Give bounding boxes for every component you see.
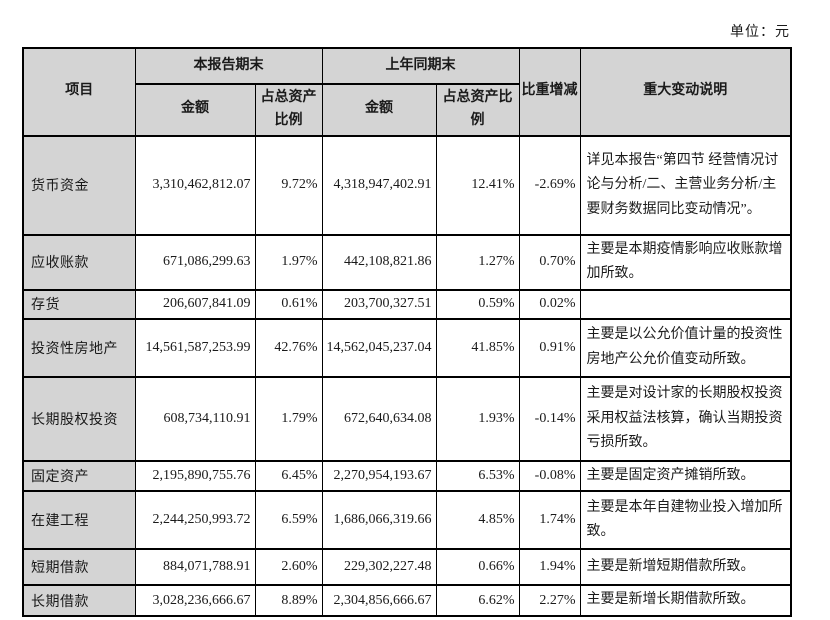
item-name-cell: 投资性房地产 [22,317,136,378]
item-name-cell: 长期股权投资 [22,375,136,462]
change-cell: 0.91% [518,317,581,378]
prior-ratio-cell: 0.66% [435,548,520,587]
item-name-cell: 短期借款 [22,548,136,587]
item-name-cell: 在建工程 [22,490,136,551]
col-header-prior-amount: 金额 [321,83,437,137]
item-name-cell: 长期借款 [22,584,136,617]
current-ratio-cell: 1.79% [254,375,323,462]
col-header-prior-ratio: 占总资产比例 [435,83,520,137]
change-cell: -2.69% [518,134,581,236]
change-cell: 0.02% [518,288,581,320]
table-row: 长期股权投资 608,734,110.91 1.79% 672,640,634.… [22,375,792,462]
current-amount-cell: 671,086,299.63 [134,233,256,291]
table-row: 长期借款 3,028,236,666.67 8.89% 2,304,856,66… [22,584,792,617]
current-amount-cell: 206,607,841.09 [134,288,256,320]
change-cell: 1.74% [518,490,581,551]
note-cell: 主要是本年自建物业投入增加所致。 [579,490,792,551]
current-ratio-cell: 0.61% [254,288,323,320]
current-ratio-cell: 1.97% [254,233,323,291]
current-amount-cell: 2,195,890,755.76 [134,459,256,493]
table-row: 应收账款 671,086,299.63 1.97% 442,108,821.86… [22,233,792,291]
table-row: 货币资金 3,310,462,812.07 9.72% 4,318,947,40… [22,134,792,236]
item-name-cell: 应收账款 [22,233,136,291]
change-cell: 0.70% [518,233,581,291]
financial-data-table: 项目 本报告期末 上年同期末 比重增减 重大变动说明 金额 占总资产比例 金额 … [22,47,792,617]
current-amount-cell: 3,028,236,666.67 [134,584,256,617]
prior-amount-cell: 2,304,856,666.67 [321,584,437,617]
note-cell [579,288,792,320]
note-cell: 主要是对设计家的长期股权投资采用权益法核算，确认当期投资亏损所致。 [579,375,792,462]
col-header-current-amount: 金额 [134,83,256,137]
note-cell: 主要是新增短期借款所致。 [579,548,792,587]
col-header-change: 比重增减 [518,47,581,137]
current-ratio-cell: 9.72% [254,134,323,236]
note-cell: 详见本报告“第四节 经营情况讨论与分析/二、主营业务分析/主要财务数据同比变动情… [579,134,792,236]
change-cell: -0.14% [518,375,581,462]
prior-amount-cell: 442,108,821.86 [321,233,437,291]
item-name-cell: 固定资产 [22,459,136,493]
prior-amount-cell: 203,700,327.51 [321,288,437,320]
col-header-current-period: 本报告期末 [134,47,323,85]
prior-amount-cell: 1,686,066,319.66 [321,490,437,551]
prior-ratio-cell: 6.62% [435,584,520,617]
col-header-item: 项目 [22,47,136,137]
prior-ratio-cell: 1.93% [435,375,520,462]
current-amount-cell: 884,071,788.91 [134,548,256,587]
item-name-cell: 货币资金 [22,134,136,236]
note-cell: 主要是以公允价值计量的投资性房地产公允价值变动所致。 [579,317,792,378]
table-row: 在建工程 2,244,250,993.72 6.59% 1,686,066,31… [22,490,792,551]
change-cell: 1.94% [518,548,581,587]
prior-ratio-cell: 1.27% [435,233,520,291]
item-name-cell: 存货 [22,288,136,320]
table-row: 存货 206,607,841.09 0.61% 203,700,327.51 0… [22,288,792,320]
current-ratio-cell: 6.45% [254,459,323,493]
current-amount-cell: 3,310,462,812.07 [134,134,256,236]
prior-amount-cell: 2,270,954,193.67 [321,459,437,493]
change-cell: -0.08% [518,459,581,493]
table-row: 短期借款 884,071,788.91 2.60% 229,302,227.48… [22,548,792,587]
col-header-explanation: 重大变动说明 [579,47,792,137]
current-amount-cell: 14,561,587,253.99 [134,317,256,378]
change-cell: 2.27% [518,584,581,617]
note-cell: 主要是本期疫情影响应收账款增加所致。 [579,233,792,291]
table-row: 固定资产 2,195,890,755.76 6.45% 2,270,954,19… [22,459,792,493]
current-ratio-cell: 2.60% [254,548,323,587]
note-cell: 主要是新增长期借款所致。 [579,584,792,617]
prior-amount-cell: 229,302,227.48 [321,548,437,587]
header-row-sub: 金额 占总资产比例 金额 占总资产比例 [23,83,791,137]
current-amount-cell: 608,734,110.91 [134,375,256,462]
prior-amount-cell: 672,640,634.08 [321,375,437,462]
unit-label: 单位：元 [730,25,790,40]
table-row: 投资性房地产 14,561,587,253.99 42.76% 14,562,0… [22,317,792,378]
note-cell: 主要是固定资产摊销所致。 [579,459,792,493]
current-ratio-cell: 42.76% [254,317,323,378]
prior-ratio-cell: 6.53% [435,459,520,493]
prior-ratio-cell: 4.85% [435,490,520,551]
current-amount-cell: 2,244,250,993.72 [134,490,256,551]
prior-ratio-cell: 12.41% [435,134,520,236]
header-row-groups: 项目 本报告期末 上年同期末 比重增减 重大变动说明 [22,47,792,137]
prior-amount-cell: 4,318,947,402.91 [321,134,437,236]
current-ratio-cell: 6.59% [254,490,323,551]
prior-ratio-cell: 41.85% [435,317,520,378]
prior-amount-cell: 14,562,045,237.04 [321,317,437,378]
col-header-prior-period: 上年同期末 [321,47,520,85]
prior-ratio-cell: 0.59% [435,288,520,320]
current-ratio-cell: 8.89% [254,584,323,617]
col-header-current-ratio: 占总资产比例 [254,83,323,137]
